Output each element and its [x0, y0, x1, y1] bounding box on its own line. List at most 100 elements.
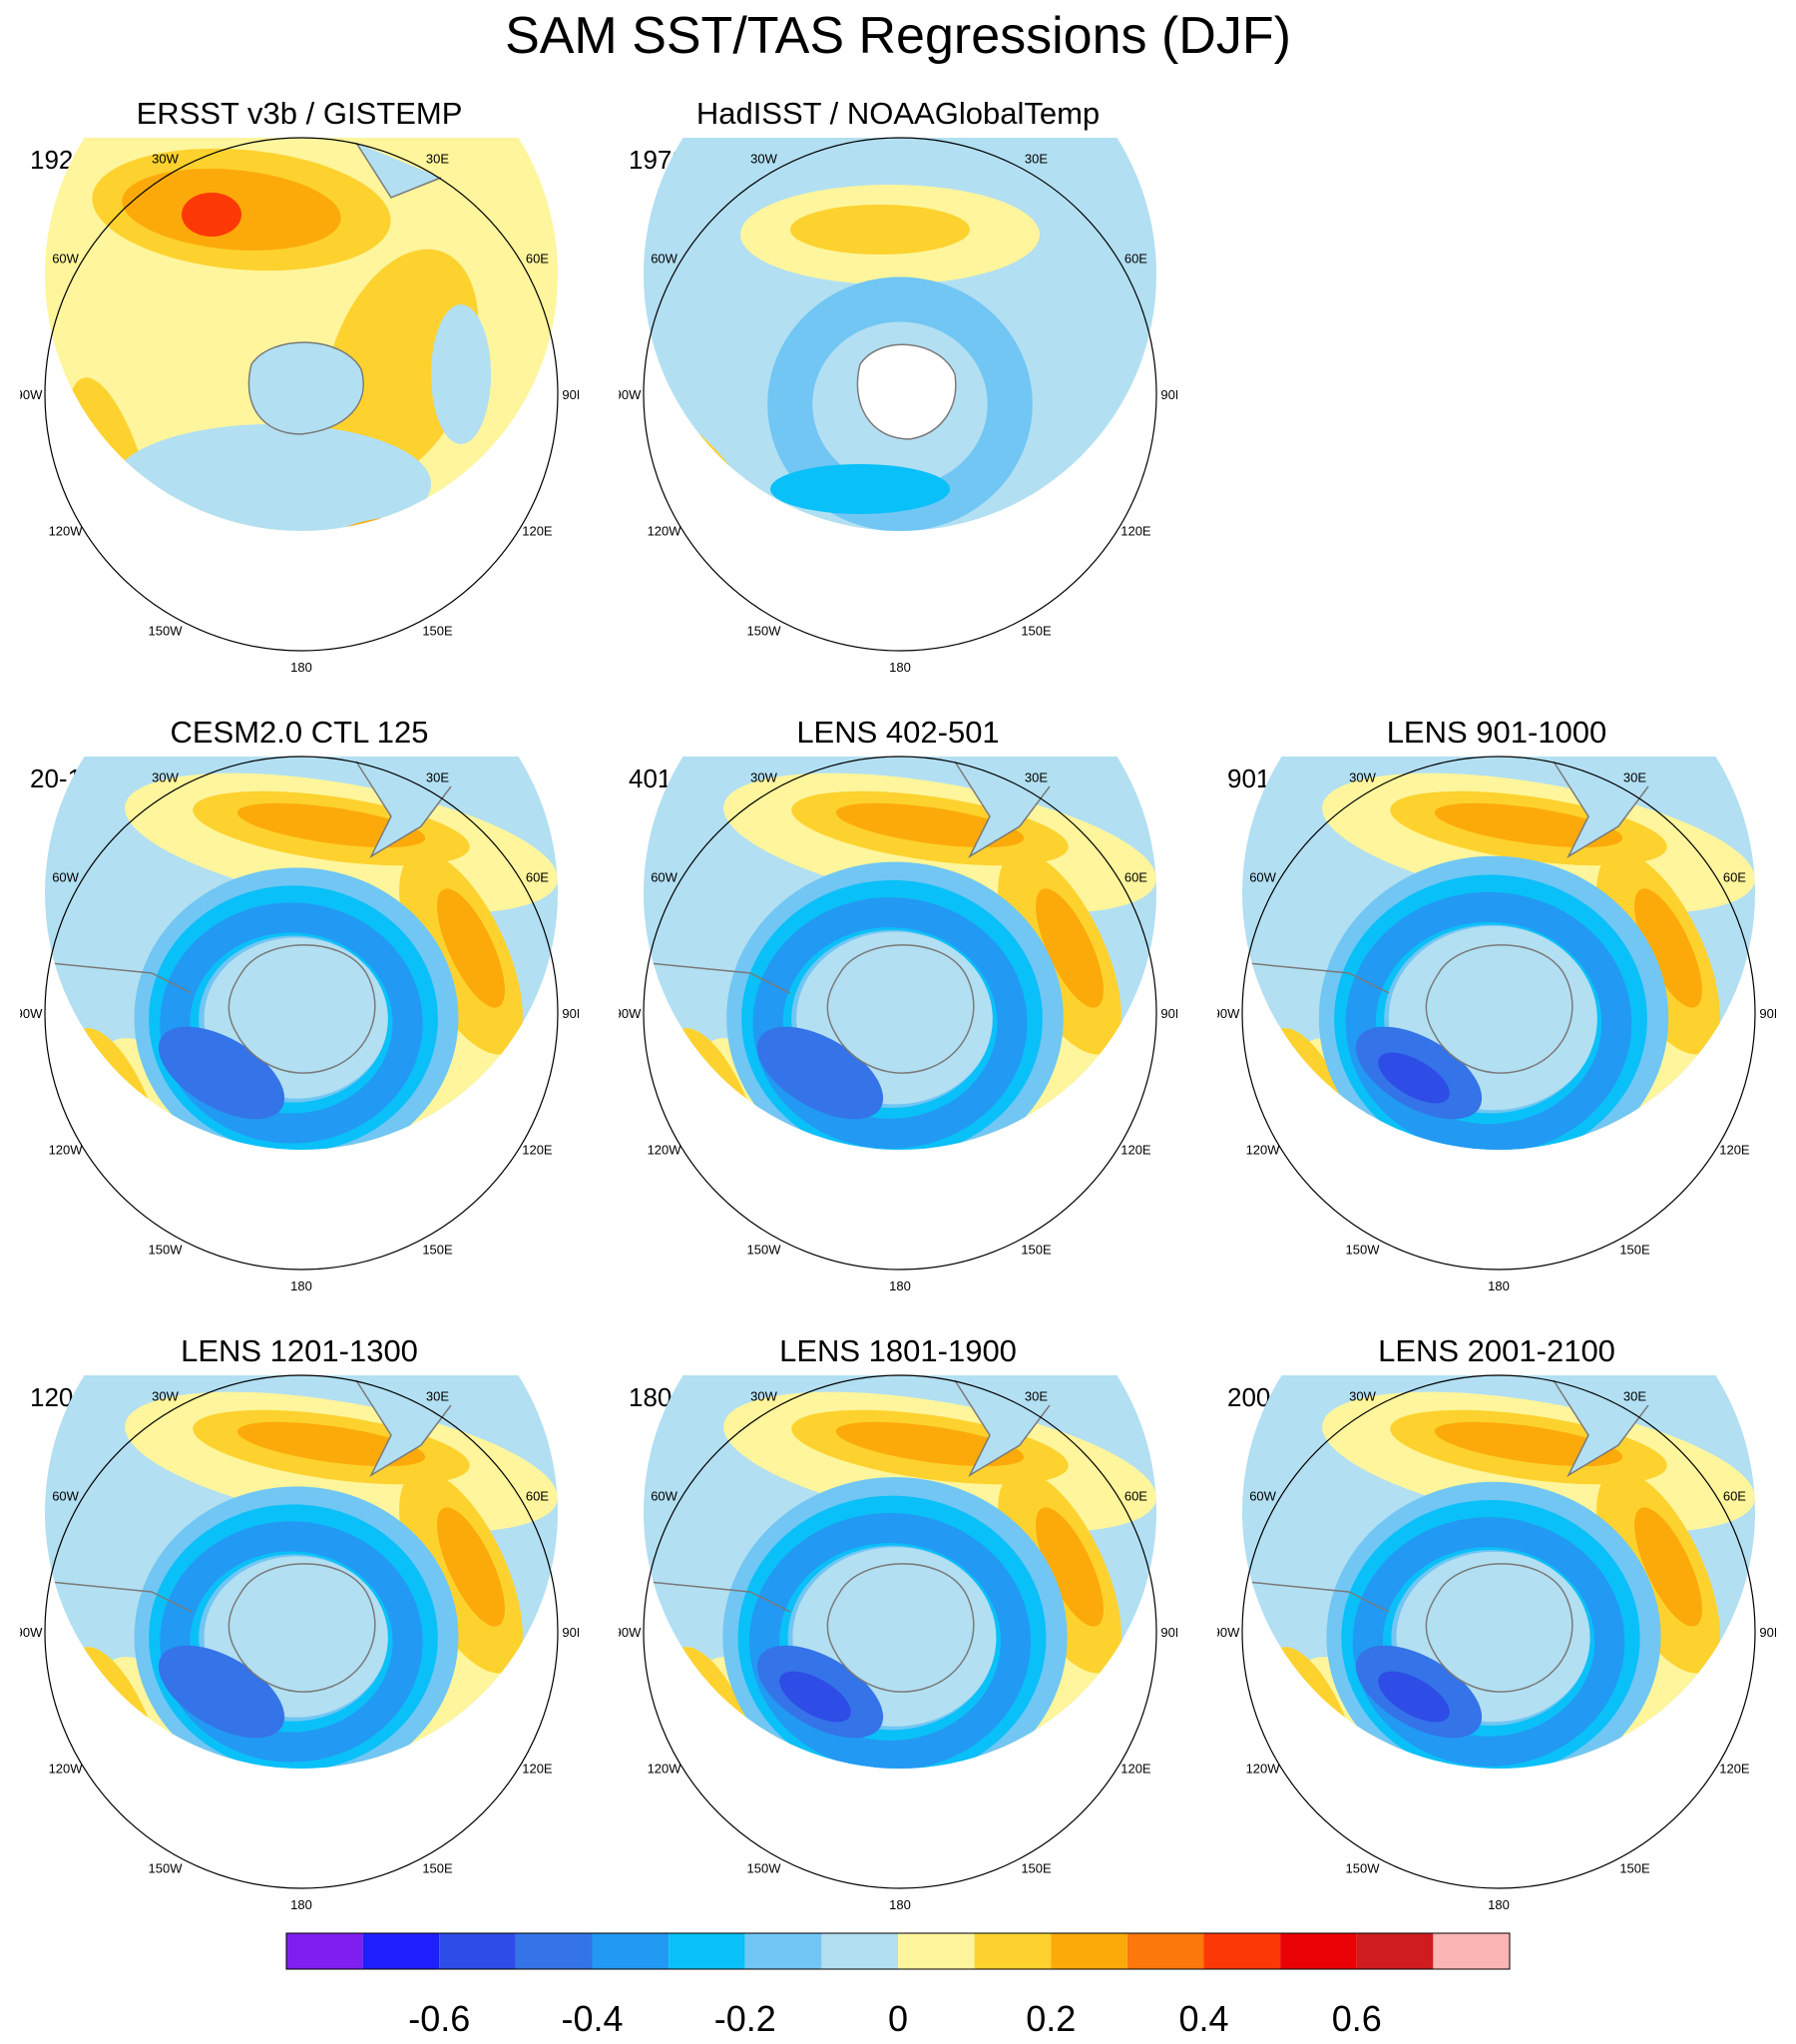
longitude-label: 30E	[1025, 152, 1048, 167]
longitude-label: 30E	[1623, 770, 1646, 785]
map-boundary	[1241, 756, 1756, 1271]
longitude-label: 120E	[1121, 1762, 1151, 1777]
map-boundary	[643, 1374, 1157, 1889]
colorbar-swatch	[1051, 1933, 1127, 1969]
map-boundary	[1241, 1374, 1756, 1889]
longitude-label: 60E	[1723, 870, 1746, 885]
colorbar-tick-label: 0	[887, 1998, 909, 2039]
longitude-label: 60E	[526, 1489, 549, 1504]
longitude-label: 60E	[1723, 1489, 1746, 1504]
panel-title: LENS 1201-1300	[181, 1333, 418, 1368]
map-panel: LENS 402-501401-535030E60E90E120E150E180…	[619, 714, 1177, 1292]
longitude-label: 90E	[1759, 1006, 1776, 1021]
longitude-label: 90E	[1759, 1625, 1776, 1640]
map-boundary	[44, 137, 559, 652]
longitude-label: 90W	[1217, 1006, 1240, 1021]
colorbar-swatch	[1280, 1933, 1357, 1969]
longitude-label: 60E	[1124, 1489, 1147, 1504]
polar-map: 030E60E90E120E150E180150W120W90W60W30W	[1217, 756, 1776, 1292]
longitude-label: 30E	[1025, 770, 1048, 785]
longitude-label: 30E	[426, 152, 449, 167]
longitude-label: 30W	[750, 770, 777, 785]
map-panel: LENS 1201-13001201-1335030E60E90E120E150…	[20, 1332, 579, 1911]
longitude-label: 120E	[522, 524, 553, 539]
longitude-label: 90W	[619, 1625, 642, 1640]
longitude-label: 150E	[1619, 1242, 1650, 1257]
longitude-label: 60W	[52, 252, 79, 266]
longitude-label: 120E	[1121, 524, 1151, 539]
longitude-label: 150E	[1619, 1860, 1650, 1875]
colorbar-swatch	[821, 1933, 898, 1969]
longitude-label: 60W	[52, 870, 79, 885]
longitude-label: 150E	[422, 1242, 453, 1257]
colorbar-swatch	[1356, 1933, 1434, 1969]
longitude-label: 90E	[1160, 1625, 1177, 1640]
longitude-label: 30E	[1025, 1389, 1048, 1404]
longitude-label: 180	[290, 1278, 312, 1292]
longitude-label: 150E	[1021, 1860, 1052, 1875]
colorbar-tick-label: -0.2	[713, 1998, 776, 2039]
longitude-label: 90E	[1160, 1006, 1177, 1021]
longitude-label: 150W	[747, 623, 782, 638]
longitude-label: 90E	[562, 387, 579, 402]
longitude-label: 90W	[20, 387, 43, 402]
longitude-label: 90W	[619, 387, 642, 402]
longitude-label: 150E	[1021, 1242, 1052, 1257]
longitude-label: 150E	[1021, 623, 1052, 638]
map-boundary	[643, 137, 1157, 652]
colorbar-swatch	[898, 1933, 975, 1969]
longitude-label: 60E	[526, 870, 549, 885]
longitude-label: 60W	[651, 1489, 677, 1504]
longitude-label: 90E	[562, 1625, 579, 1640]
longitude-label: 180	[290, 660, 312, 674]
longitude-label: 60W	[651, 252, 677, 266]
longitude-label: 120W	[648, 524, 682, 539]
map-panel: LENS 2001-21002001-2135030E60E90E120E150…	[1217, 1332, 1776, 1911]
colorbar-swatch	[1126, 1933, 1204, 1969]
colorbar-tick-label: -0.4	[561, 1998, 624, 2039]
longitude-label: 30E	[426, 1389, 449, 1404]
panel-title: LENS 901-1000	[1386, 715, 1607, 750]
longitude-label: 90E	[1160, 387, 1177, 402]
map-panel: LENS 1801-19001801-1935030E60E90E120E150…	[619, 1332, 1177, 1911]
polar-map: 030E60E90E120E150E180150W120W90W60W30W	[619, 1374, 1177, 1911]
longitude-label: 180	[1488, 1897, 1510, 1911]
longitude-label: 60W	[52, 1489, 79, 1504]
longitude-label: 60E	[526, 252, 549, 266]
panel-title: LENS 402-501	[796, 715, 1000, 750]
colorbar-tick-label: 0.2	[1026, 1998, 1077, 2039]
colorbar-swatch	[1433, 1933, 1510, 1969]
longitude-label: 60E	[1124, 870, 1147, 885]
longitude-label: 30W	[1349, 1389, 1376, 1404]
map-boundary	[44, 756, 559, 1271]
longitude-label: 150W	[1346, 1242, 1381, 1257]
map-panel: HadISST / NOAAGlobalTemp1979-2002030E60E…	[619, 95, 1177, 674]
panel-title: HadISST / NOAAGlobalTemp	[695, 96, 1101, 131]
longitude-label: 120E	[1719, 1143, 1750, 1158]
map-panel: LENS 901-1000901-1035030E60E90E120E150E1…	[1217, 714, 1776, 1292]
longitude-label: 150W	[747, 1860, 782, 1875]
panel-title: CESM2.0 CTL 125	[170, 715, 429, 750]
longitude-label: 60W	[1249, 870, 1276, 885]
colorbar-swatch	[592, 1933, 670, 1969]
map-panel: ERSST v3b / GISTEMP1920-2002030E60E90E12…	[20, 95, 579, 674]
longitude-label: 30W	[750, 1389, 777, 1404]
longitude-label: 60W	[651, 870, 677, 885]
colorbar-swatch	[439, 1933, 516, 1969]
longitude-label: 180	[889, 660, 911, 674]
colorbar-swatch	[286, 1933, 363, 1969]
longitude-label: 120W	[1246, 1762, 1281, 1777]
polar-map: 030E60E90E120E150E180150W120W90W60W30W	[1217, 1374, 1776, 1911]
longitude-label: 30W	[152, 1389, 179, 1404]
longitude-label: 120E	[1719, 1762, 1750, 1777]
map-panel: CESM2.0 CTL 12520-126030E60E90E120E150E1…	[20, 714, 579, 1292]
colorbar-tick-label: 0.6	[1331, 1998, 1382, 2039]
longitude-label: 60W	[1249, 1489, 1276, 1504]
longitude-label: 30E	[426, 770, 449, 785]
longitude-label: 120W	[49, 1143, 84, 1158]
longitude-label: 150W	[149, 1242, 184, 1257]
longitude-label: 180	[290, 1897, 312, 1911]
panel-title: LENS 2001-2100	[1378, 1333, 1615, 1368]
longitude-label: 180	[889, 1897, 911, 1911]
map-boundary	[44, 1374, 559, 1889]
